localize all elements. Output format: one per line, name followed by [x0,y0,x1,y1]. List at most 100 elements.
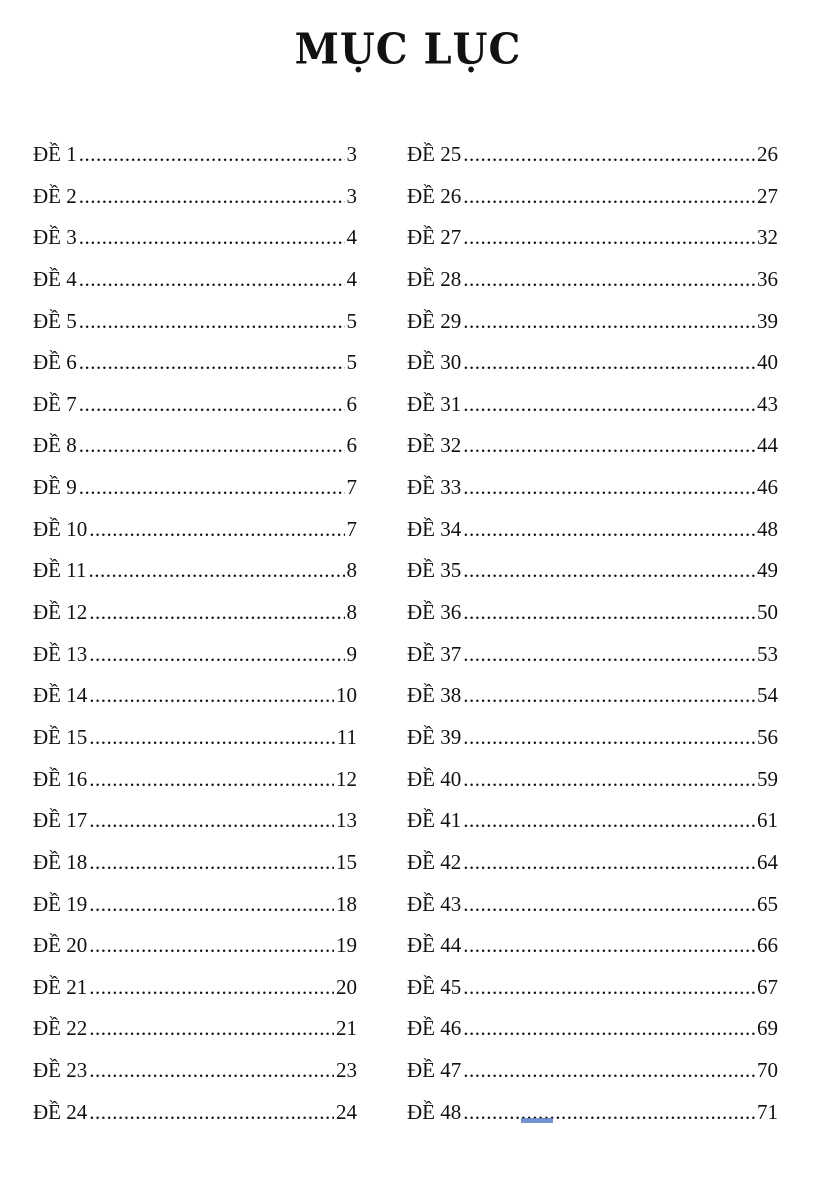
toc-entry-page: 15 [336,849,357,874]
dot-leader [79,433,345,458]
toc-entry[interactable]: ĐỀ 11 8 [33,558,357,600]
toc-entry-page: 7 [346,475,358,500]
toc-entry-label: ĐỀ 48 [407,1099,462,1124]
toc-entry-label: ĐỀ 37 [407,641,462,666]
toc-entry-label: ĐỀ 30 [407,350,462,375]
toc-entry-label: ĐỀ 7 [33,391,77,416]
dot-leader [89,642,344,667]
toc-entry[interactable]: ĐỀ 19 18 [33,892,357,934]
dot-leader [463,517,755,542]
dot-leader [89,600,344,625]
toc-entry-label: ĐỀ 35 [407,558,462,583]
toc-entry[interactable]: ĐỀ 21 20 [33,975,357,1017]
toc-entry-label: ĐỀ 16 [33,766,88,791]
toc-entry[interactable]: ĐỀ 44 66 [407,933,778,975]
toc-entry[interactable]: ĐỀ 32 44 [407,433,778,475]
toc-entry[interactable]: ĐỀ 43 65 [407,892,778,934]
toc-entry[interactable]: ĐỀ 42 64 [407,850,778,892]
dot-leader [463,309,755,334]
toc-entry-label: ĐỀ 45 [407,974,462,999]
toc-entry[interactable]: ĐỀ 2 3 [33,184,357,226]
toc-entry[interactable]: ĐỀ 1 3 [33,142,357,184]
toc-entry[interactable]: ĐỀ 30 40 [407,350,778,392]
dot-leader [79,392,345,417]
toc-entry-label: ĐỀ 29 [407,308,462,333]
toc-entry[interactable]: ĐỀ 9 7 [33,475,357,517]
dot-leader [463,1016,755,1041]
toc-entry-label: ĐỀ 5 [33,308,77,333]
toc-entry[interactable]: ĐỀ 4 4 [33,267,357,309]
dot-leader [463,392,755,417]
toc-entry[interactable]: ĐỀ 26 27 [407,184,778,226]
toc-entry-page: 7 [346,516,358,541]
toc-entry[interactable]: ĐỀ 28 36 [407,267,778,309]
toc-entry-page: 12 [336,766,357,791]
toc-entry[interactable]: ĐỀ 33 46 [407,475,778,517]
toc-entry-label: ĐỀ 31 [407,391,462,416]
dot-leader [463,225,755,250]
toc-entry[interactable]: ĐỀ 46 69 [407,1016,778,1058]
toc-entry[interactable]: ĐỀ 39 56 [407,725,778,767]
toc-entry-page: 10 [336,683,357,708]
toc-entry[interactable]: ĐỀ 47 70 [407,1058,778,1100]
toc-entry-label: ĐỀ 43 [407,891,462,916]
toc-entry[interactable]: ĐỀ 3 4 [33,225,357,267]
toc-entry[interactable]: ĐỀ 22 21 [33,1016,357,1058]
dot-leader [79,350,345,375]
toc-entry[interactable]: ĐỀ 36 50 [407,600,778,642]
toc-entry[interactable]: ĐỀ 31 43 [407,392,778,434]
toc-entry[interactable]: ĐỀ 35 49 [407,558,778,600]
toc-right-column: ĐỀ 25 26 ĐỀ 26 27 ĐỀ 27 32 ĐỀ 28 36 ĐỀ 29 39 ĐỀ 30… [407,142,778,1141]
toc-entry[interactable]: ĐỀ 40 59 [407,767,778,809]
dot-leader [463,142,755,167]
toc-entry[interactable]: ĐỀ 48 71 [407,1100,778,1142]
toc-entry[interactable]: ĐỀ 18 15 [33,850,357,892]
toc-entry-page: 8 [346,558,358,583]
toc-entry-label: ĐỀ 19 [33,891,88,916]
toc-entry[interactable]: ĐỀ 23 23 [33,1058,357,1100]
dot-leader [89,683,334,708]
toc-entry[interactable]: ĐỀ 5 5 [33,309,357,351]
dot-leader [88,558,344,583]
toc-entry[interactable]: ĐỀ 24 24 [33,1100,357,1142]
toc-entry[interactable]: ĐỀ 45 67 [407,975,778,1017]
toc-entry[interactable]: ĐỀ 37 53 [407,642,778,684]
toc-entry-page: 53 [757,641,778,666]
toc-entry[interactable]: ĐỀ 15 11 [33,725,357,767]
dot-leader [463,433,755,458]
dot-leader [89,975,334,1000]
toc-entry[interactable]: ĐỀ 20 19 [33,933,357,975]
dot-leader [89,850,334,875]
toc-entry-page: 3 [346,142,358,166]
toc-entry[interactable]: ĐỀ 7 6 [33,392,357,434]
toc-entry-label: ĐỀ 22 [33,1016,88,1041]
toc-entry[interactable]: ĐỀ 27 32 [407,225,778,267]
toc-entry[interactable]: ĐỀ 10 7 [33,517,357,559]
toc-entry[interactable]: ĐỀ 29 39 [407,309,778,351]
dot-leader [463,850,755,875]
toc-entry[interactable]: ĐỀ 25 26 [407,142,778,184]
toc-entry-page: 6 [346,433,358,458]
toc-entry-label: ĐỀ 20 [33,933,88,958]
toc-entry[interactable]: ĐỀ 13 9 [33,642,357,684]
toc-entry[interactable]: ĐỀ 17 13 [33,808,357,850]
dot-leader [463,683,755,708]
page-title: MỤC LỤC [294,24,522,75]
toc-entry[interactable]: ĐỀ 16 12 [33,767,357,809]
toc-entry[interactable]: ĐỀ 41 61 [407,808,778,850]
toc-entry-label: ĐỀ 34 [407,516,462,541]
toc-entry-page: 59 [757,766,778,791]
dot-leader [463,725,755,750]
toc-entry[interactable]: ĐỀ 38 54 [407,683,778,725]
toc-entry-label: ĐỀ 33 [407,475,462,500]
toc-entry[interactable]: ĐỀ 8 6 [33,433,357,475]
toc-entry[interactable]: ĐỀ 14 10 [33,683,357,725]
toc-entry[interactable]: ĐỀ 6 5 [33,350,357,392]
toc-entry[interactable]: ĐỀ 12 8 [33,600,357,642]
toc-entry[interactable]: ĐỀ 34 48 [407,517,778,559]
text-selection-highlight [521,1118,553,1123]
dot-leader [79,475,345,500]
dot-leader [89,892,334,917]
toc-entry-label: ĐỀ 2 [33,183,77,208]
dot-leader [79,267,345,292]
